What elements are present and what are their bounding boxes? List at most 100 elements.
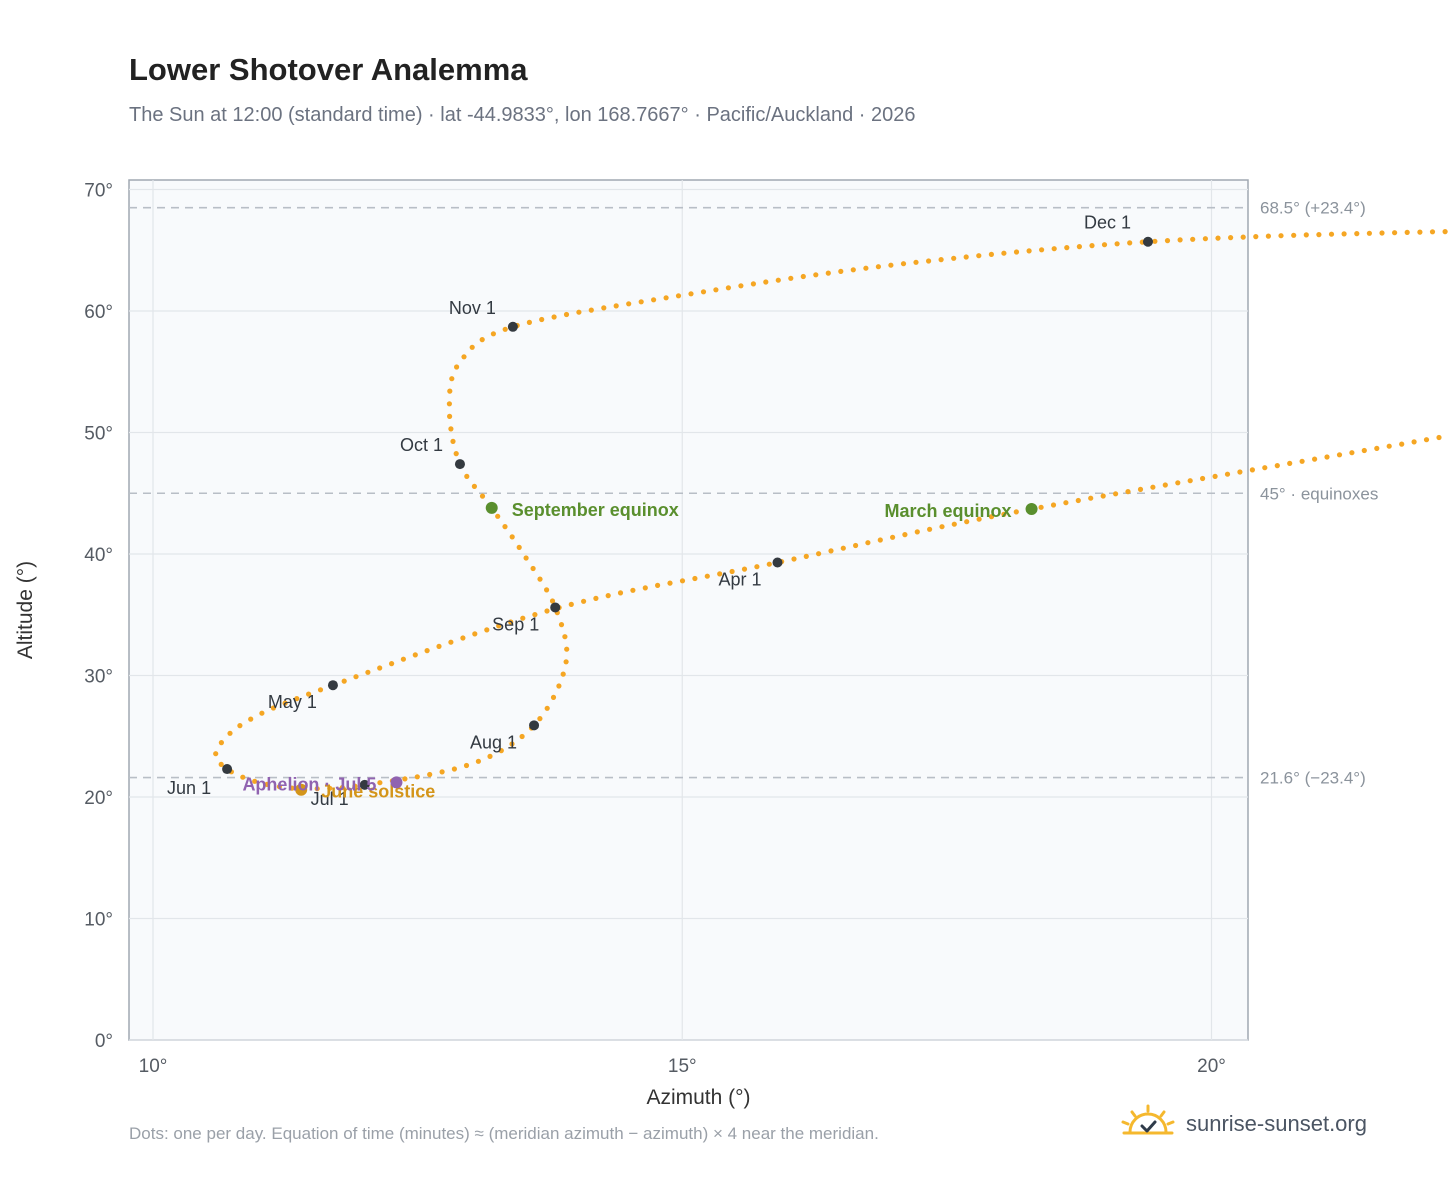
event-marker (390, 776, 403, 789)
month-marker-label: Jun 1 (167, 778, 211, 798)
daily-sun-dot (558, 622, 565, 628)
daily-sun-dot (1212, 473, 1218, 479)
daily-sun-dot (1164, 238, 1171, 244)
daily-sun-dot (939, 524, 945, 530)
daily-sun-dot (1200, 475, 1206, 482)
month-marker-label: Jul 1 (311, 789, 349, 809)
reference-lines: 68.5° (+23.4°) 45° · equinoxes 21.6° (−23.… (129, 199, 1378, 788)
y-tick-label: 60° (84, 302, 113, 323)
daily-sun-dot (1349, 450, 1355, 456)
daily-sun-dot (988, 251, 995, 257)
daily-sun-dot (472, 631, 478, 637)
daily-sun-dot (1379, 230, 1385, 236)
month-marker-label: Sep 1 (492, 614, 539, 634)
daily-sun-dot (1215, 235, 1221, 241)
x-tick-label: 10° (139, 1056, 168, 1077)
daily-sun-dot (1442, 229, 1448, 235)
daily-sun-dot (1386, 443, 1392, 449)
daily-sun-dot (446, 401, 452, 407)
daily-sun-dot (1075, 497, 1081, 504)
event-label: Aphelion · Jul 5 (242, 774, 376, 794)
daily-sun-dot (213, 751, 219, 757)
daily-sun-dot (544, 587, 550, 593)
daily-sun-dot (1278, 233, 1284, 239)
daily-sun-dot (560, 671, 566, 677)
daily-sun-dot (490, 331, 496, 337)
daily-sun-dot (1137, 486, 1144, 492)
daily-sun-dot (352, 783, 358, 789)
daily-sun-dot (447, 413, 453, 419)
daily-sun-dot (1324, 454, 1330, 460)
daily-sun-dot (1299, 458, 1305, 464)
x-tick-label: 15° (668, 1056, 697, 1077)
daily-sun-dot (427, 771, 433, 778)
daily-sun-dot (1190, 236, 1196, 242)
daily-sun-dot (800, 273, 806, 280)
daily-sun-dot (717, 571, 723, 577)
daily-sun-dot (763, 279, 769, 285)
daily-sun-dot (576, 309, 582, 315)
daily-sun-dot (471, 483, 477, 489)
month-marker-label: Nov 1 (449, 298, 496, 318)
daily-sun-dot (700, 289, 707, 295)
daily-sun-dot (539, 316, 545, 323)
y-tick-label: 40° (84, 545, 113, 566)
daily-sun-dot (902, 532, 908, 538)
daily-sun-dot (1316, 232, 1322, 238)
daily-sun-dot (729, 568, 735, 575)
daily-sun-dot (550, 694, 557, 701)
daily-sun-dot (1063, 500, 1069, 506)
month-marker (327, 680, 338, 691)
daily-sun-dot (502, 326, 508, 332)
daily-sun-dot (1354, 231, 1360, 237)
month-marker (359, 779, 370, 790)
daily-sun-dot (424, 648, 430, 654)
daily-sun-dot (479, 337, 485, 343)
daily-sun-dot (549, 598, 556, 604)
daily-sun-dot (498, 748, 504, 754)
daily-sun-dot (1177, 237, 1183, 243)
daily-sun-dot (675, 293, 682, 299)
daily-sun-dot (741, 566, 748, 572)
month-marker (1142, 236, 1153, 247)
daily-sun-dot (1399, 441, 1405, 447)
daily-sun-dot (1152, 238, 1158, 244)
event-marker (485, 501, 498, 514)
daily-sun-dot (1089, 243, 1095, 249)
daily-sun-dot (1240, 234, 1246, 240)
month-marker (529, 720, 540, 731)
daily-sun-dot (1237, 469, 1243, 475)
daily-sun-dot (725, 285, 732, 291)
daily-sun-dot (613, 303, 619, 309)
daily-sun-dot (1423, 437, 1430, 443)
daily-sun-dot (464, 473, 470, 479)
daily-sun-dot (240, 774, 246, 780)
daily-sun-dot (282, 700, 288, 706)
daily-sun-dot (913, 259, 919, 265)
axes: 10°15°20°25°30°0°10°20°30°40°50°60°70°Az… (14, 181, 1226, 1110)
daily-sun-dot (523, 555, 529, 561)
brand-name: sunrise-sunset.org (1186, 1111, 1367, 1136)
daily-sun-dot (447, 388, 453, 394)
daily-sun-dot (875, 264, 882, 270)
y-tick-label: 50° (84, 424, 113, 445)
daily-sun-dot (1001, 511, 1007, 517)
daily-sun-dot (248, 716, 254, 722)
daily-sun-dot (537, 576, 543, 582)
daily-sun-dot (713, 287, 719, 293)
daily-sun-dot (1038, 504, 1044, 510)
daily-sun-dot (1336, 452, 1343, 458)
daily-sun-dot (1253, 234, 1259, 240)
daily-sun-dot (667, 580, 673, 586)
daily-sun-dot (509, 534, 515, 540)
month-marker-label: Apr 1 (718, 570, 761, 590)
daily-sun-dot (988, 514, 995, 520)
reference-line-label: 45° · equinoxes (1260, 484, 1378, 503)
brand-logo[interactable]: sunrise-sunset.org (1120, 1104, 1367, 1144)
daily-sun-dot (264, 781, 270, 788)
daily-sun-dot (1113, 491, 1119, 497)
daily-sun-dot (1249, 467, 1255, 473)
daily-sun-dot (963, 254, 969, 260)
